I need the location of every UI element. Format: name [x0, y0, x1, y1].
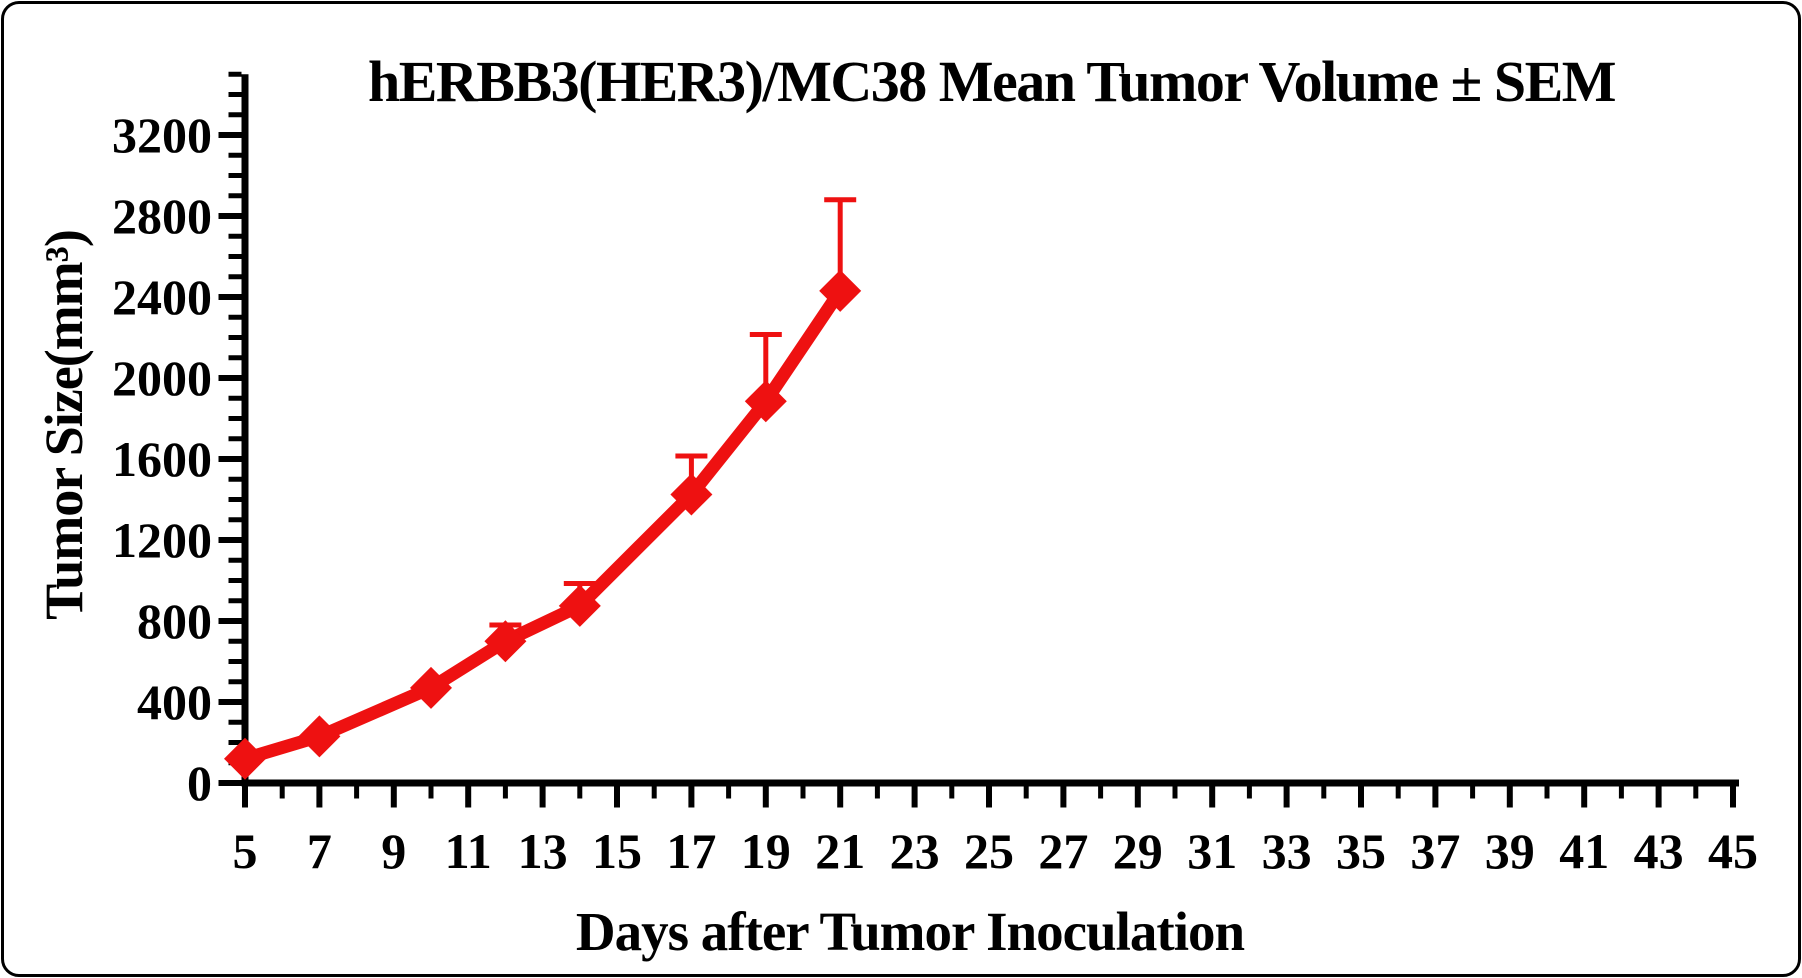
data-point-marker — [410, 666, 452, 709]
data-point-marker — [298, 715, 341, 758]
y-tick-label: 2800 — [112, 188, 212, 244]
x-tick-label: 21 — [815, 823, 865, 879]
x-tick-label: 11 — [445, 823, 492, 879]
x-axis-title: Days after Tumor Inoculation — [575, 901, 1245, 962]
x-tick-label: 43 — [1634, 823, 1684, 879]
y-tick-label: 3200 — [112, 107, 212, 163]
x-tick-label: 29 — [1113, 823, 1163, 879]
y-tick-label: 1200 — [112, 512, 212, 568]
data-point-marker — [744, 380, 787, 423]
x-tick-label: 9 — [381, 823, 406, 879]
x-tick-label: 37 — [1410, 823, 1460, 879]
data-point-marker — [224, 737, 266, 780]
y-tick-label: 2400 — [112, 269, 212, 325]
x-tick-label: 17 — [666, 823, 716, 879]
x-tick-label: 35 — [1336, 823, 1386, 879]
x-tick-label: 15 — [592, 823, 642, 879]
data-point-marker — [819, 269, 862, 312]
y-tick-label: 2000 — [112, 350, 212, 406]
x-tick-label: 25 — [964, 823, 1014, 879]
x-tick-label: 27 — [1038, 823, 1088, 879]
data-point-marker — [670, 473, 713, 516]
x-tick-label: 19 — [741, 823, 791, 879]
y-tick-label: 0 — [187, 755, 212, 811]
data-point-marker — [558, 584, 601, 627]
x-tick-label: 41 — [1559, 823, 1609, 879]
y-tick-label: 400 — [137, 674, 212, 730]
x-tick-label: 33 — [1262, 823, 1312, 879]
chart-title: hERBB3(HER3)/MC38 Mean Tumor Volume ± SE… — [367, 49, 1617, 114]
x-tick-label: 31 — [1187, 823, 1237, 879]
y-axis-title: Tumor Size(mm³) — [34, 230, 94, 620]
y-tick-label: 800 — [137, 593, 212, 649]
y-tick-label: 1600 — [112, 431, 212, 487]
x-tick-label: 23 — [890, 823, 940, 879]
series-line — [238, 284, 847, 766]
x-tick-label: 5 — [233, 823, 258, 879]
x-tick-label: 7 — [307, 823, 332, 879]
data-point-marker — [484, 620, 527, 663]
x-tick-label: 45 — [1708, 823, 1758, 879]
x-tick-label: 13 — [518, 823, 568, 879]
x-tick-label: 39 — [1485, 823, 1535, 879]
